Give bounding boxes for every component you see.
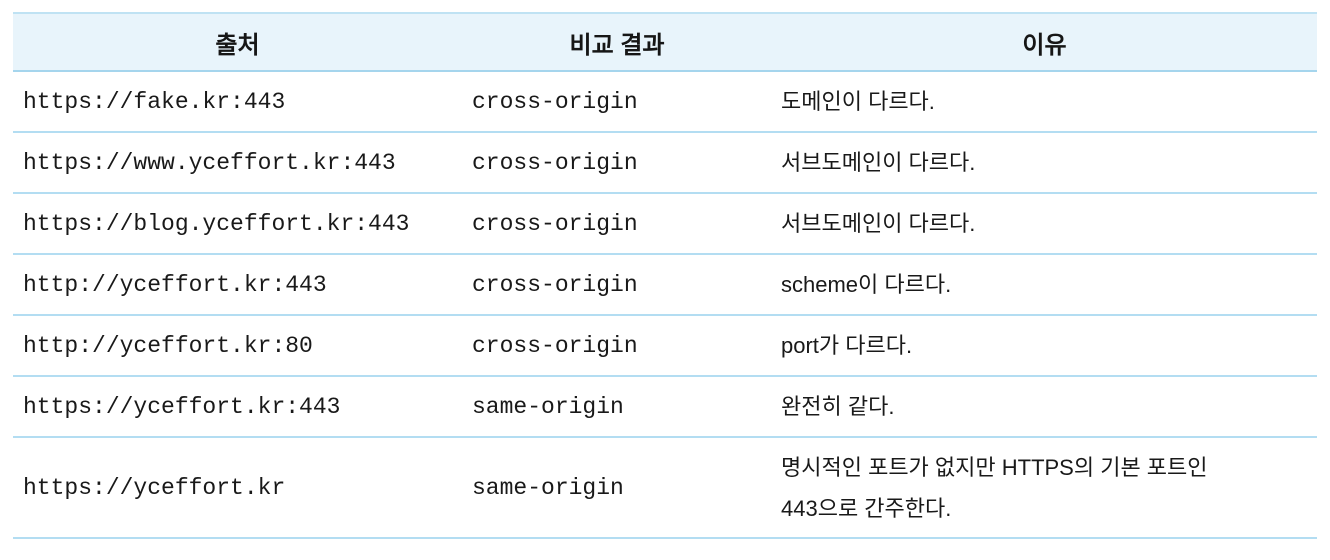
table-row: https://fake.kr:443 cross-origin 도메인이 다르… <box>13 71 1317 133</box>
reason-cell: 명시적인 포트가 없지만 HTTPS의 기본 포트인 443으로 간주한다. <box>772 437 1317 539</box>
origin-cell: https://yceffort.kr:443 <box>13 376 462 438</box>
origin-comparison-table-wrap: 출처 비교 결과 이유 https://fake.kr:443 cross-or… <box>13 12 1317 539</box>
table-row: https://yceffort.kr same-origin 명시적인 포트가… <box>13 437 1317 539</box>
origin-cell: http://yceffort.kr:443 <box>13 254 462 316</box>
reason-line-1: 명시적인 포트가 없지만 HTTPS의 기본 포트인 <box>781 454 1208 480</box>
origin-cell: https://fake.kr:443 <box>13 71 462 133</box>
table-row: https://blog.yceffort.kr:443 cross-origi… <box>13 193 1317 255</box>
origin-cell: https://www.yceffort.kr:443 <box>13 132 462 194</box>
table-row: https://yceffort.kr:443 same-origin 완전히 … <box>13 376 1317 438</box>
result-cell: same-origin <box>462 437 772 539</box>
table-row: https://www.yceffort.kr:443 cross-origin… <box>13 132 1317 194</box>
column-header-origin: 출처 <box>13 12 462 72</box>
origin-comparison-table: 출처 비교 결과 이유 https://fake.kr:443 cross-or… <box>13 12 1317 539</box>
reason-cell: 서브도메인이 다르다. <box>772 193 1317 255</box>
header-row: 출처 비교 결과 이유 <box>13 12 1317 72</box>
reason-line-2: 443으로 간주한다. <box>781 495 952 521</box>
reason-cell: port가 다르다. <box>772 315 1317 377</box>
table-row: http://yceffort.kr:80 cross-origin port가… <box>13 315 1317 377</box>
column-header-reason: 이유 <box>772 12 1317 72</box>
reason-cell: 완전히 같다. <box>772 376 1317 438</box>
result-cell: same-origin <box>462 376 772 438</box>
result-cell: cross-origin <box>462 254 772 316</box>
column-header-result: 비교 결과 <box>462 12 772 72</box>
result-cell: cross-origin <box>462 132 772 194</box>
reason-cell: 서브도메인이 다르다. <box>772 132 1317 194</box>
result-cell: cross-origin <box>462 193 772 255</box>
result-cell: cross-origin <box>462 315 772 377</box>
origin-cell: http://yceffort.kr:80 <box>13 315 462 377</box>
reason-cell: scheme이 다르다. <box>772 254 1317 316</box>
origin-cell: https://yceffort.kr <box>13 437 462 539</box>
origin-cell: https://blog.yceffort.kr:443 <box>13 193 462 255</box>
result-cell: cross-origin <box>462 71 772 133</box>
table-row: http://yceffort.kr:443 cross-origin sche… <box>13 254 1317 316</box>
reason-cell: 도메인이 다르다. <box>772 71 1317 133</box>
